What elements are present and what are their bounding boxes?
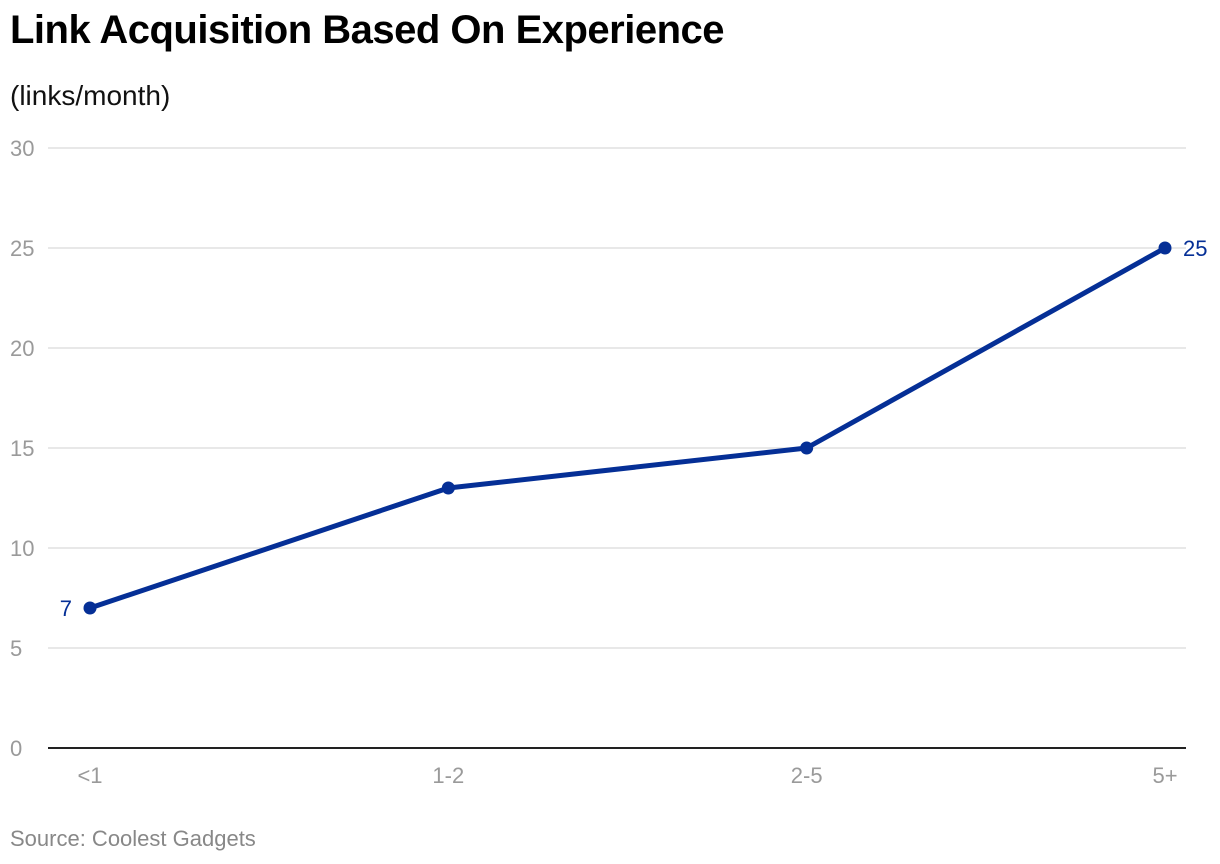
- x-axis-tick-labels: <1 1-2 2-5 5+: [77, 763, 1177, 788]
- data-label: 7: [60, 596, 72, 621]
- y-tick-label: 25: [10, 236, 34, 261]
- data-point: [83, 601, 97, 615]
- y-axis-tick-labels: 0 5 10 15 20 25 30: [10, 136, 34, 761]
- data-point: [800, 441, 814, 455]
- source-note: Source: Coolest Gadgets: [10, 826, 256, 851]
- x-tick-label: 1-2: [432, 763, 464, 788]
- y-tick-label: 0: [10, 736, 22, 761]
- x-tick-label: <1: [77, 763, 102, 788]
- y-tick-label: 20: [10, 336, 34, 361]
- y-tick-label: 30: [10, 136, 34, 161]
- gridlines: [48, 147, 1186, 649]
- x-tick-label: 2-5: [791, 763, 823, 788]
- chart-title: Link Acquisition Based On Experience: [10, 8, 725, 52]
- y-tick-label: 15: [10, 436, 34, 461]
- x-tick-label: 5+: [1152, 763, 1177, 788]
- data-label: 25: [1183, 236, 1207, 261]
- series-line: [87, 245, 1168, 611]
- chart-subtitle: (links/month): [10, 80, 171, 111]
- data-point: [441, 481, 455, 495]
- data-point: [1158, 241, 1172, 255]
- y-tick-label: 5: [10, 636, 22, 661]
- series-layer: 7 25: [60, 236, 1208, 621]
- y-tick-label: 10: [10, 536, 34, 561]
